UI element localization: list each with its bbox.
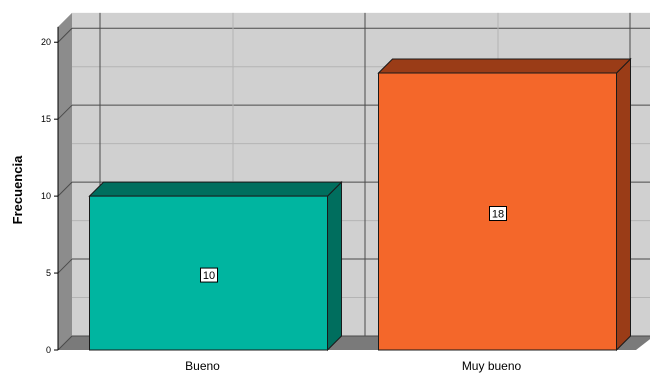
x-tick-label: Bueno	[185, 359, 220, 373]
bar-top	[377, 58, 632, 74]
gridline-h-side	[57, 104, 73, 120]
y-tick-label: 20	[41, 37, 51, 47]
data-label: 10	[203, 270, 215, 282]
gridline-h-side	[57, 258, 73, 274]
gridline-h-side	[57, 181, 73, 197]
left-wall	[58, 12, 72, 350]
gridline-h-side	[57, 27, 73, 43]
y-tick-label: 5	[46, 268, 51, 278]
y-tick-label: 10	[41, 191, 51, 201]
bar-side	[327, 180, 342, 352]
y-tick-label: 0	[46, 345, 51, 355]
y-tick-label: 15	[41, 114, 51, 124]
data-label-box	[200, 267, 218, 283]
x-tick-label: Muy bueno	[462, 359, 522, 373]
bar-0: 10	[88, 180, 343, 352]
data-label-box	[489, 206, 507, 222]
y-axis-label: Frecuencia	[10, 155, 25, 224]
y-axis: 0 5 10 15 20	[41, 26, 59, 355]
bar-1: 18	[377, 57, 632, 352]
bar-top	[88, 181, 343, 197]
bars: 10 18	[88, 57, 632, 352]
bar-side	[616, 57, 631, 352]
gridline-h-side	[57, 335, 73, 351]
data-label: 18	[492, 209, 504, 221]
x-axis: Bueno Muy bueno	[185, 359, 521, 373]
